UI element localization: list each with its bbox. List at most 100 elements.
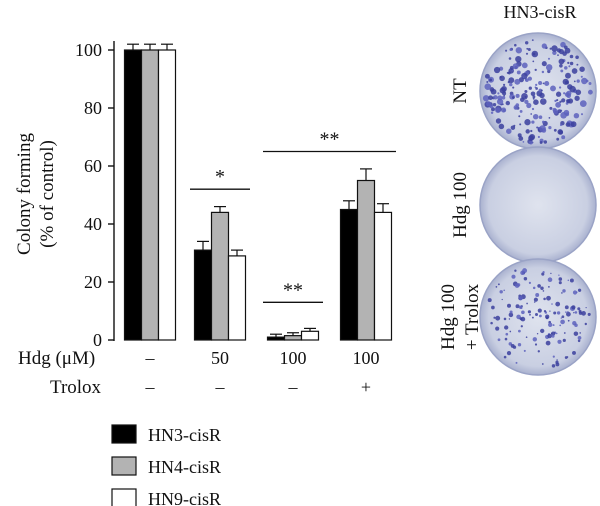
colony-dot [496, 98, 504, 105]
colony-dot [570, 121, 577, 128]
colony-dot [530, 91, 536, 97]
colony-dot [566, 311, 571, 317]
colony-dot [541, 61, 547, 67]
y-tick-label: 20 [84, 272, 102, 292]
significance-annotations: ***** [190, 129, 396, 303]
colony-dot [552, 324, 555, 327]
colony-dot [527, 310, 532, 314]
colony-dot [573, 112, 580, 119]
colony-dot [549, 106, 553, 110]
colony-dot [565, 311, 567, 313]
colony-dot [579, 66, 585, 72]
colony-dot [486, 101, 492, 107]
colony-dot [535, 87, 538, 90]
colony-dot [505, 49, 508, 52]
colony-dot [576, 79, 580, 83]
colony-dot [581, 311, 586, 316]
colony-dot [517, 133, 522, 138]
culture-dish [479, 146, 597, 264]
colony-dot [512, 96, 515, 99]
colony-dot [535, 293, 540, 297]
colony-dot [541, 98, 545, 101]
colony-dot [536, 332, 539, 335]
colony-dot [531, 120, 535, 124]
colony-dot [566, 99, 570, 103]
colony-dot [526, 302, 528, 305]
colony-dot [520, 316, 526, 322]
colony-dot [554, 99, 557, 103]
significance-marker: ** [320, 129, 340, 151]
panel-title: HN3-cisR [504, 2, 577, 22]
culture-dish [479, 258, 597, 376]
colony-dot [493, 95, 498, 100]
colony-dot [520, 270, 525, 276]
y-tick-label: 80 [84, 98, 102, 118]
colony-dot [486, 80, 489, 84]
colony-dot [537, 135, 540, 139]
colony-dot [575, 55, 579, 60]
colony-dot [579, 332, 582, 334]
colony-dot [539, 314, 542, 318]
bar [140, 49, 160, 341]
colony-dot [562, 78, 569, 85]
colony-dot [490, 321, 493, 325]
colony-dot [534, 68, 537, 72]
colony-dot [525, 336, 528, 339]
colony-dot [559, 123, 563, 127]
colony-dot [548, 117, 551, 119]
colony-dot [551, 334, 555, 338]
colony-dot [521, 72, 528, 80]
colony-dot [528, 140, 533, 145]
legend-label: HN4-cisR [148, 457, 221, 477]
colony-dot [571, 68, 578, 74]
colony-dot [556, 137, 560, 141]
colony-dot [524, 119, 531, 126]
bar [193, 249, 213, 341]
colony-dot [557, 129, 563, 135]
colony-dot [519, 97, 525, 103]
colony-dot [528, 281, 532, 284]
colony-dot [521, 62, 528, 69]
colony-dot [489, 87, 495, 92]
colony-dot [509, 82, 513, 87]
colony-dot [556, 359, 558, 361]
colony-dot [555, 102, 561, 108]
bar [266, 336, 286, 341]
colony-dot [519, 109, 523, 113]
legend-label: HN9-cisR [148, 489, 221, 506]
bar [283, 335, 303, 341]
colony-dot [587, 312, 591, 316]
colony-dot [541, 120, 545, 124]
colony-dot [491, 107, 495, 112]
colony-dot [531, 50, 539, 58]
colony-dot [574, 323, 578, 328]
trolox-condition-label: – [145, 377, 156, 397]
colony-dot [523, 349, 526, 352]
colony-dot [558, 49, 564, 55]
colony-dot [573, 312, 575, 314]
colony-dot [522, 76, 525, 79]
colony-dot [569, 278, 574, 283]
colony-dot [489, 78, 493, 82]
colony-dot [509, 310, 513, 314]
colony-dot [502, 91, 507, 96]
colony-dot [558, 86, 562, 89]
colony-dot [495, 118, 502, 124]
colony-dot [577, 339, 581, 343]
colony-dot [545, 314, 550, 319]
colony-dot [577, 336, 582, 340]
colony-dot [509, 330, 512, 333]
colony-dot [504, 325, 509, 330]
colony-dot [527, 76, 533, 81]
colony-dot [540, 286, 544, 290]
hdg-row-label: Hdg (μM) [18, 348, 95, 369]
colony-dot [555, 91, 562, 97]
colony-dot [563, 92, 566, 95]
bar [356, 179, 376, 341]
bar [373, 211, 393, 341]
colony-dot [555, 301, 561, 307]
colony-dot [516, 283, 521, 287]
colony-dot [515, 361, 518, 364]
colony-dot [492, 103, 497, 107]
